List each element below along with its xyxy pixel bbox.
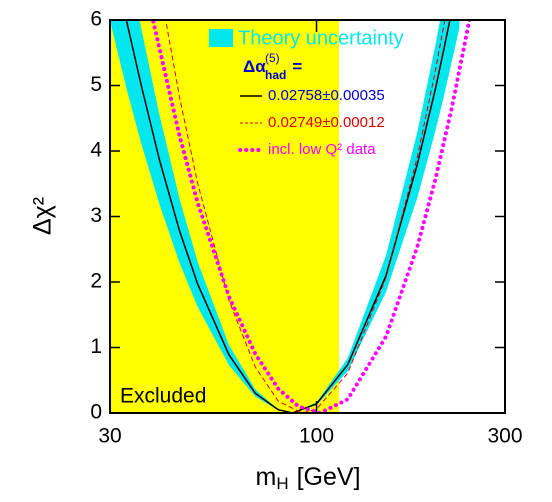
solid-line bbox=[125, 20, 451, 413]
y-tick-label: 2 bbox=[90, 270, 102, 293]
dashed-line bbox=[165, 20, 446, 413]
y-tick-label: 5 bbox=[90, 73, 102, 96]
legend-label: 0.02758±0.00035 bbox=[268, 87, 385, 104]
y-axis-label: Δχ² bbox=[29, 197, 57, 235]
legend-swatch bbox=[209, 29, 233, 47]
y-tick-label: 0 bbox=[90, 401, 102, 424]
y-tick-label: 6 bbox=[90, 8, 102, 31]
x-tick-label: 300 bbox=[487, 425, 522, 448]
x-tick-label: 100 bbox=[299, 425, 334, 448]
uncertainty-band bbox=[110, 20, 460, 413]
dotted-line bbox=[150, 20, 472, 413]
y-tick-label: 1 bbox=[90, 335, 102, 358]
legend-label: incl. low Q² data bbox=[268, 141, 376, 158]
x-label-unit: [GeV] bbox=[297, 463, 361, 491]
y-tick-label: 3 bbox=[90, 204, 102, 227]
legend-header-sub: had bbox=[265, 68, 286, 82]
x-label-symbol: m bbox=[255, 463, 276, 491]
legend-header-sup: (5) bbox=[265, 51, 280, 65]
legend-label: Theory uncertainty bbox=[238, 27, 404, 49]
legend-label: 0.02749±0.00012 bbox=[268, 114, 385, 131]
legend-header-rest: = bbox=[292, 57, 302, 76]
x-axis-label: mH [GeV] bbox=[255, 463, 360, 494]
plot-area bbox=[110, 20, 472, 413]
y-tick-label: 4 bbox=[90, 139, 102, 162]
x-tick-label: 30 bbox=[98, 425, 121, 448]
legend-header-symbol: Δα bbox=[243, 57, 266, 76]
legend-header: Δα(5) had = bbox=[243, 51, 302, 82]
excluded-label: Excluded bbox=[120, 385, 206, 408]
axes: Excluded 0 1 2 3 4 5 6 30 100 300 mH [GeV] Δχ² Theory … bbox=[29, 8, 523, 494]
x-label-subscript: H bbox=[276, 474, 288, 493]
